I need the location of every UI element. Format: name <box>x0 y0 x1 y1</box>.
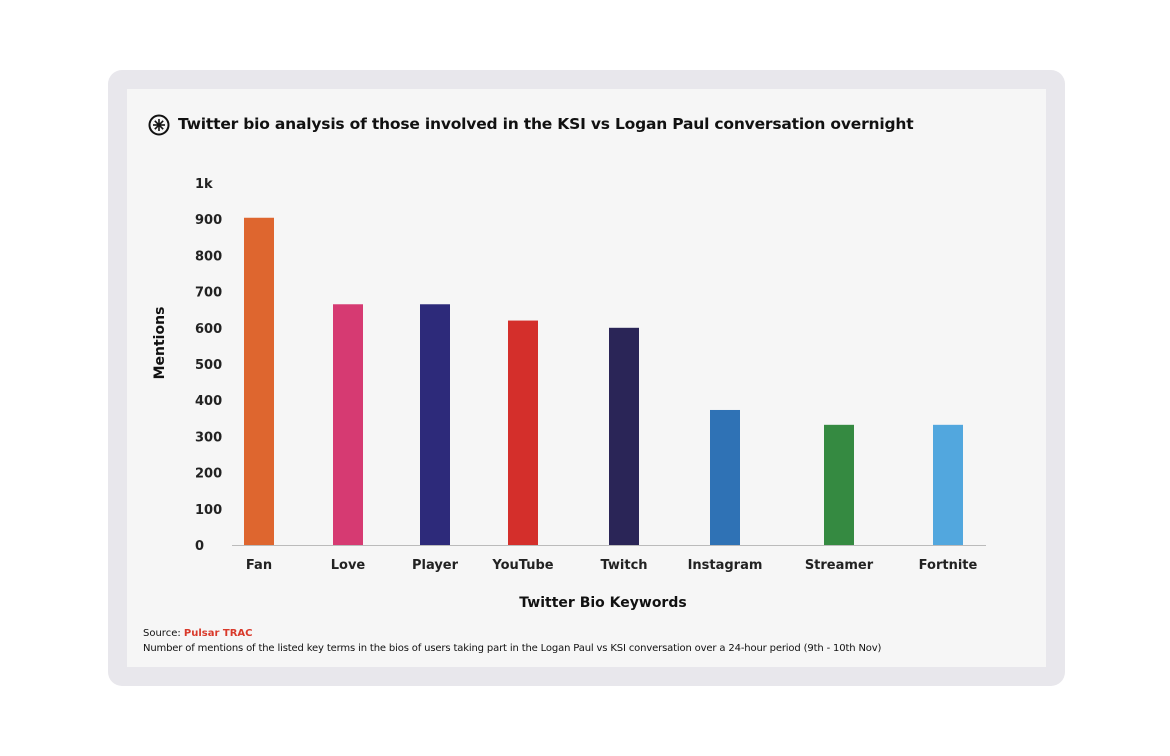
y-tick-label: 500 <box>195 358 222 373</box>
y-tick-label: 1k <box>195 177 213 192</box>
y-tick-label: 900 <box>195 213 222 228</box>
bar-youtube <box>508 320 538 545</box>
x-tick-label: Instagram <box>688 558 763 573</box>
x-tick-label: Fortnite <box>919 558 978 573</box>
bar-instagram <box>710 409 740 545</box>
y-tick-label: 400 <box>195 394 222 409</box>
y-tick-label: 300 <box>195 430 222 445</box>
x-tick-label: Streamer <box>805 558 874 573</box>
y-tick-label: 100 <box>195 503 222 518</box>
y-tick-label: 800 <box>195 249 222 264</box>
x-tick-label: Twitch <box>600 558 647 573</box>
bar-streamer <box>824 424 854 545</box>
x-axis-title: Twitter Bio Keywords <box>519 595 686 611</box>
bar-player <box>420 304 450 545</box>
y-tick-label: 600 <box>195 322 222 337</box>
footnote: Number of mentions of the listed key ter… <box>143 643 882 654</box>
y-axis-title: Mentions <box>152 307 168 380</box>
bar-fan <box>244 217 274 545</box>
source-label: Source: <box>143 628 181 639</box>
bar-twitch <box>609 327 639 545</box>
y-tick-label: 200 <box>195 467 222 482</box>
chart-title: Twitter bio analysis of those involved i… <box>178 115 914 133</box>
bar-love <box>333 304 363 545</box>
y-tick-label: 700 <box>195 286 222 301</box>
source-line: Source: Pulsar TRAC <box>143 628 253 639</box>
source-name: Pulsar TRAC <box>183 628 253 639</box>
chart-panel <box>127 89 1046 667</box>
x-tick-label: Player <box>412 558 459 573</box>
x-tick-label: Love <box>331 558 366 573</box>
bar-fortnite <box>933 424 963 545</box>
pulsar-logo-icon <box>148 114 170 136</box>
x-tick-label: Fan <box>246 558 272 573</box>
x-tick-label: YouTube <box>491 558 553 573</box>
y-tick-label: 0 <box>195 539 204 554</box>
